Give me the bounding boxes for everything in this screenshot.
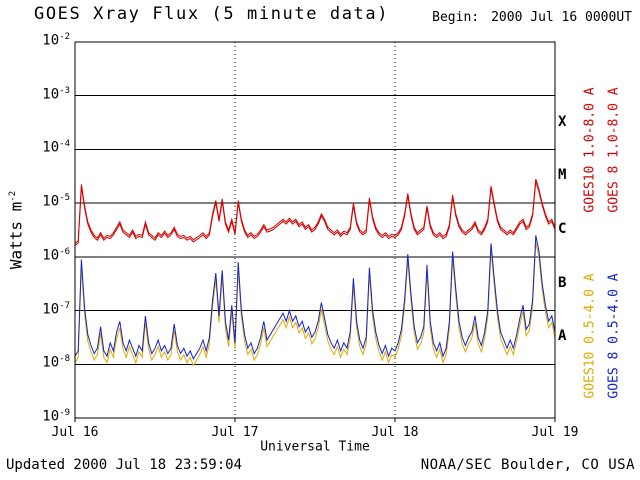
y-tick-exponent: -6: [59, 246, 70, 257]
y-tick-exponent: -4: [59, 139, 70, 150]
y-tick-label: 10-6: [42, 246, 70, 264]
y-tick-exponent: -5: [59, 193, 70, 204]
begin-time: Begin: 2000 Jul 16 0000UT: [432, 10, 632, 25]
flux-trace: [74, 180, 556, 246]
legend-label: GOES 8 1.0-8.0 A: [606, 87, 622, 213]
begin-value: 2000 Jul 16 0000UT: [491, 10, 632, 25]
flare-class-label: X: [558, 113, 567, 130]
flare-class-label: C: [558, 221, 567, 237]
y-tick-label: 10-3: [42, 85, 70, 103]
legend-label: GOES 8 0.5-4.0 A: [606, 273, 622, 399]
y-tick-label: 10-2: [42, 32, 70, 49]
y-tick-label: 10-9: [42, 408, 70, 425]
x-tick-label: Jul 18: [371, 425, 419, 440]
flare-class-label: B: [558, 274, 567, 291]
y-tick-label: 10-4: [42, 139, 70, 157]
begin-label: Begin:: [432, 10, 480, 25]
y-tick-exponent: -7: [59, 300, 70, 311]
flare-class-label: M: [558, 167, 567, 184]
plot-border: [74, 41, 556, 419]
y-tick-exponent: -2: [59, 32, 70, 42]
page-title: GOES Xray Flux (5 minute data): [34, 4, 390, 24]
flux-trace: [74, 241, 556, 367]
y-tick-label: 10-7: [42, 300, 70, 318]
y-tick-label: 10-8: [42, 354, 70, 371]
flux-trace: [74, 235, 556, 361]
flare-class-label: A: [558, 328, 567, 345]
y-tick-exponent: -8: [59, 354, 70, 365]
x-axis-title: Universal Time: [260, 439, 370, 455]
x-tick-label: Jul 19: [531, 425, 579, 440]
y-tick-label: 10-5: [42, 193, 70, 210]
updated-timestamp: Updated 2000 Jul 18 23:59:04: [6, 457, 243, 473]
x-tick-label: Jul 16: [51, 425, 99, 440]
flux-trace: [74, 178, 556, 244]
x-tick-label: Jul 17: [211, 425, 259, 440]
credit: NOAA/SEC Boulder, CO USA: [420, 457, 635, 473]
y-tick-exponent: -3: [59, 85, 70, 96]
y-tick-exponent: -9: [59, 408, 70, 418]
legend-label: GOES10 0.5-4.0 A: [582, 273, 598, 399]
legend-label: GOES10 1.0-8.0 A: [582, 87, 598, 213]
